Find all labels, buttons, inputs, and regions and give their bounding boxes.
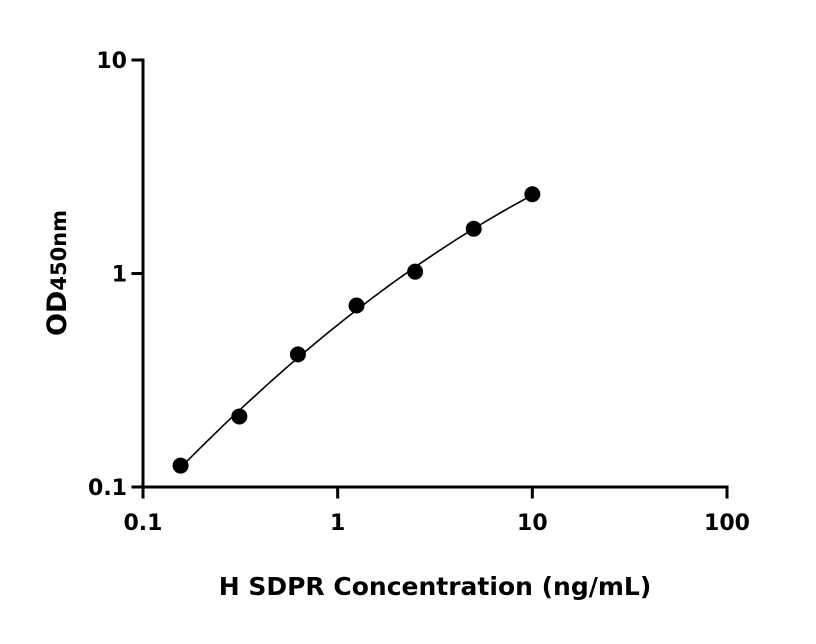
data-points (172, 186, 541, 474)
data-point (289, 346, 306, 363)
x-axis-label: H SDPR Concentration (ng/mL) (219, 572, 652, 601)
data-point (407, 263, 424, 280)
data-point (172, 457, 189, 474)
y-tick-label: 1 (112, 263, 127, 288)
data-point (524, 186, 541, 203)
y-axis-label-sub: 450nm (47, 210, 71, 291)
y-axis-label-main: OD (42, 291, 73, 336)
x-tick-label: 1 (330, 511, 345, 536)
x-tick-label: 10 (517, 511, 548, 536)
fit-curve (176, 194, 533, 473)
axes: 0.1 1 10 100 0.1 1 10 (88, 49, 750, 536)
data-point (231, 408, 248, 425)
x-tick-label: 0.1 (124, 511, 163, 536)
y-axis-label: OD450nm (42, 210, 73, 336)
x-tick-label: 100 (704, 511, 750, 536)
data-point (348, 297, 365, 314)
data-point (465, 220, 482, 237)
y-tick-label: 10 (96, 49, 127, 74)
y-tick-label: 0.1 (88, 476, 127, 501)
